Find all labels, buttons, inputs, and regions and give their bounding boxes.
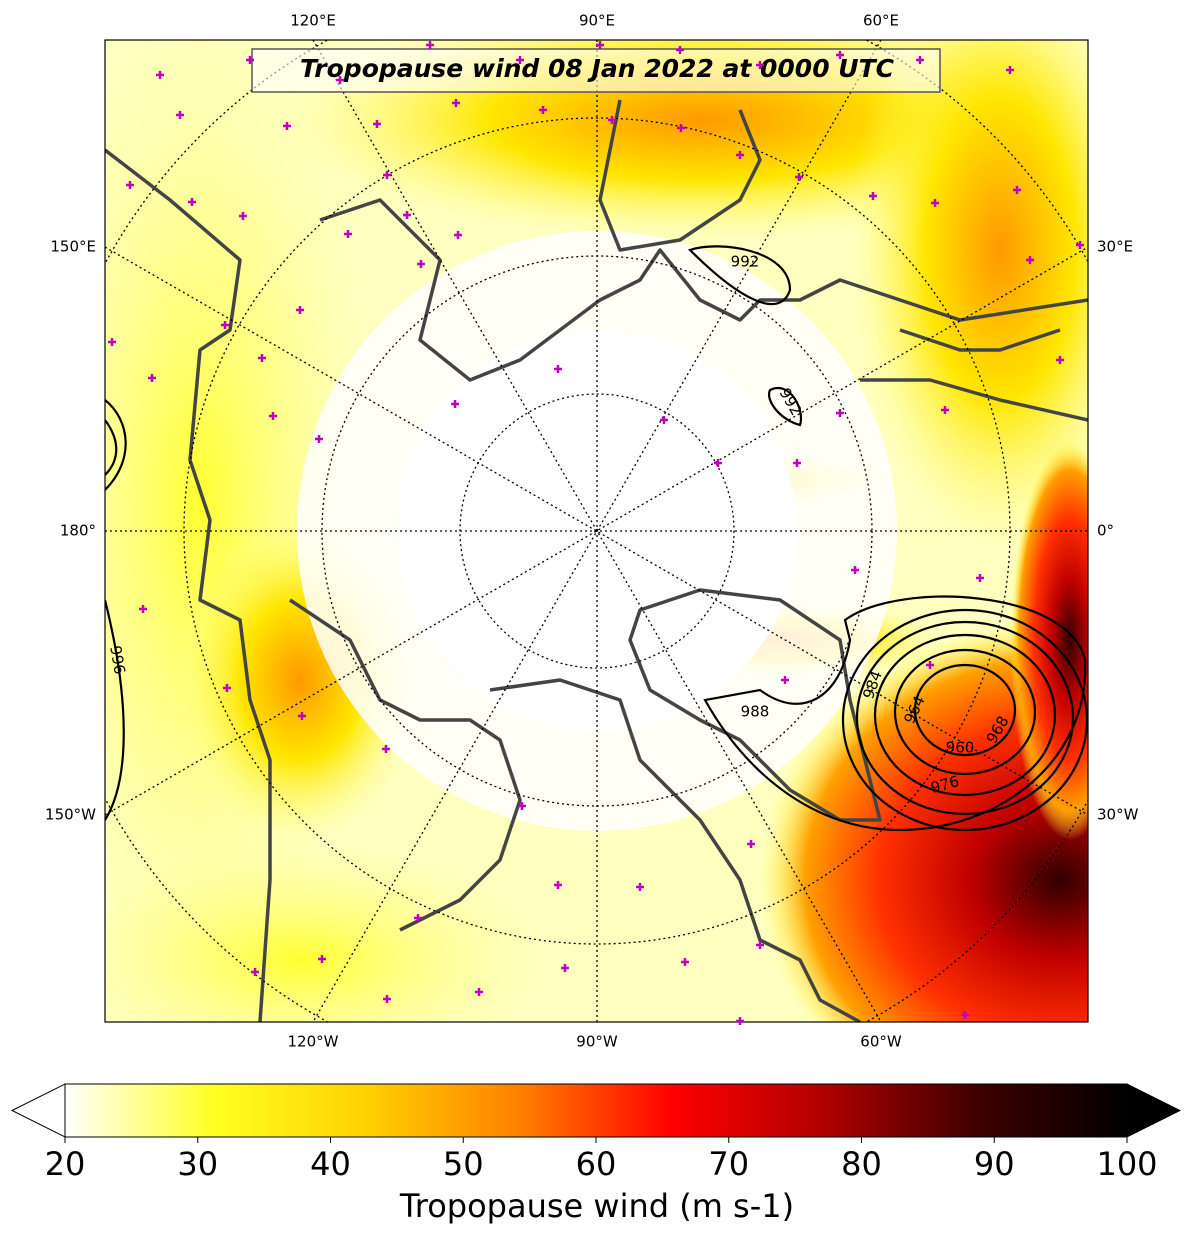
contour-label: 996 <box>106 644 129 675</box>
lon-label: 150°W <box>45 806 96 824</box>
colorbar-extend-low <box>10 1083 66 1138</box>
station-markers <box>108 41 1084 1025</box>
map <box>105 40 1088 1022</box>
lon-label: 90°E <box>579 12 615 30</box>
contour-label: 960 <box>946 739 975 757</box>
colorbar-tick-label: 40 <box>310 1145 351 1183</box>
colorbar-tick-label: 80 <box>841 1145 882 1183</box>
lon-label: 150°E <box>50 238 96 256</box>
lon-label: 120°W <box>288 1033 339 1051</box>
lon-label: 30°E <box>1097 238 1133 256</box>
lon-label: 180° <box>60 522 96 540</box>
lon-label: 90°W <box>576 1033 618 1051</box>
lon-label: 60°E <box>863 12 899 30</box>
lon-label: 0° <box>1097 522 1114 540</box>
colorbar-tick-label: 70 <box>708 1145 749 1183</box>
colorbar-tick-label: 50 <box>443 1145 484 1183</box>
colorbar-label: Tropopause wind (m s-1) <box>399 1187 794 1225</box>
colorbar-tick-label: 60 <box>576 1145 617 1183</box>
colorbar-extend-high <box>1126 1083 1182 1138</box>
lon-label: 30°W <box>1097 806 1139 824</box>
colorbar-scale <box>64 1083 1128 1138</box>
lon-label: 120°E <box>290 12 336 30</box>
contour-label: 988 <box>741 703 770 721</box>
map-title: Tropopause wind 08 Jan 2022 at 0000 UTC <box>300 54 895 83</box>
colorbar: 20 30 40 50 60 70 80 90 100 <box>10 1083 1182 1183</box>
map-frame <box>104 39 1089 1023</box>
colorbar-tick-label: 90 <box>974 1145 1015 1183</box>
colorbar-tick-label: 100 <box>1096 1145 1157 1183</box>
colorbar-tick-label: 30 <box>177 1145 218 1183</box>
title-box <box>251 48 941 93</box>
lon-label: 60°W <box>860 1033 902 1051</box>
contour-label: 992 <box>731 253 760 271</box>
colorbar-tick-label: 20 <box>45 1145 86 1183</box>
